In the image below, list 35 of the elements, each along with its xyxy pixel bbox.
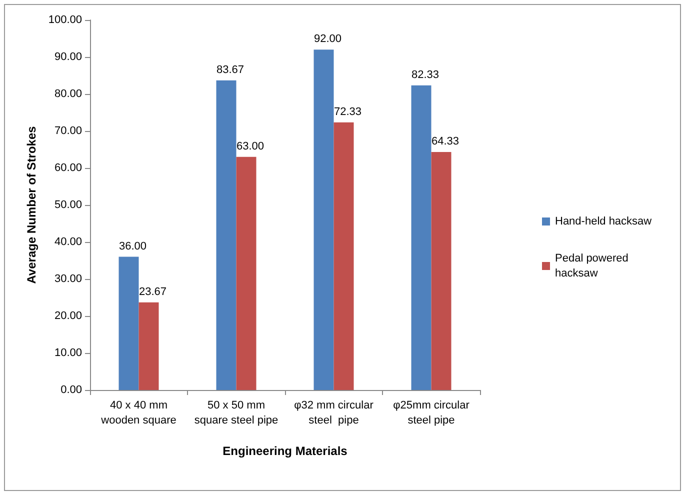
y-tick-label: 80.00 — [54, 88, 82, 100]
legend-label: Hand-held hacksaw — [555, 216, 652, 228]
bar — [236, 156, 256, 390]
bar — [138, 302, 159, 390]
y-axis-title: Average Number of Strokes — [24, 126, 38, 284]
data-label: 92.00 — [314, 33, 342, 46]
x-tick-label: 50 x 50 mm square steel pipe — [194, 400, 278, 426]
data-label: 82.33 — [411, 68, 440, 81]
data-label: 72.33 — [334, 106, 362, 118]
bar — [334, 122, 354, 390]
data-label: 64.33 — [431, 135, 460, 148]
y-tick-label: 40.00 — [54, 236, 82, 248]
x-axis-title: Engineering Materials — [222, 444, 348, 458]
y-tick-label: 10.00 — [54, 347, 82, 359]
bar — [118, 256, 139, 390]
data-label: 83.67 — [216, 64, 244, 76]
y-tick-label: 60.00 — [54, 162, 82, 174]
data-label: 36.00 — [118, 240, 147, 252]
bar — [411, 85, 432, 390]
bar — [216, 80, 236, 390]
y-tick-label: 70.00 — [54, 125, 82, 137]
y-tick-label: 0.00 — [60, 384, 82, 396]
x-tick-label: φ32 mm circular steel pipe — [294, 400, 374, 426]
legend-label: Pedal powered hacksaw — [555, 252, 632, 280]
data-label: 63.00 — [236, 140, 264, 152]
y-tick-label: 100.00 — [48, 14, 82, 26]
y-tick-label: 90.00 — [54, 51, 82, 63]
data-label: 23.67 — [138, 286, 167, 298]
y-tick-label: 50.00 — [54, 199, 82, 211]
x-tick-label: 40 x 40 mm wooden square — [100, 400, 176, 426]
y-tick-label: 20.00 — [54, 310, 82, 322]
bar — [314, 50, 334, 390]
x-tick-label: φ25mm circular steel pipe — [393, 400, 470, 426]
bar — [431, 152, 452, 390]
y-tick-label: 30.00 — [54, 273, 82, 285]
